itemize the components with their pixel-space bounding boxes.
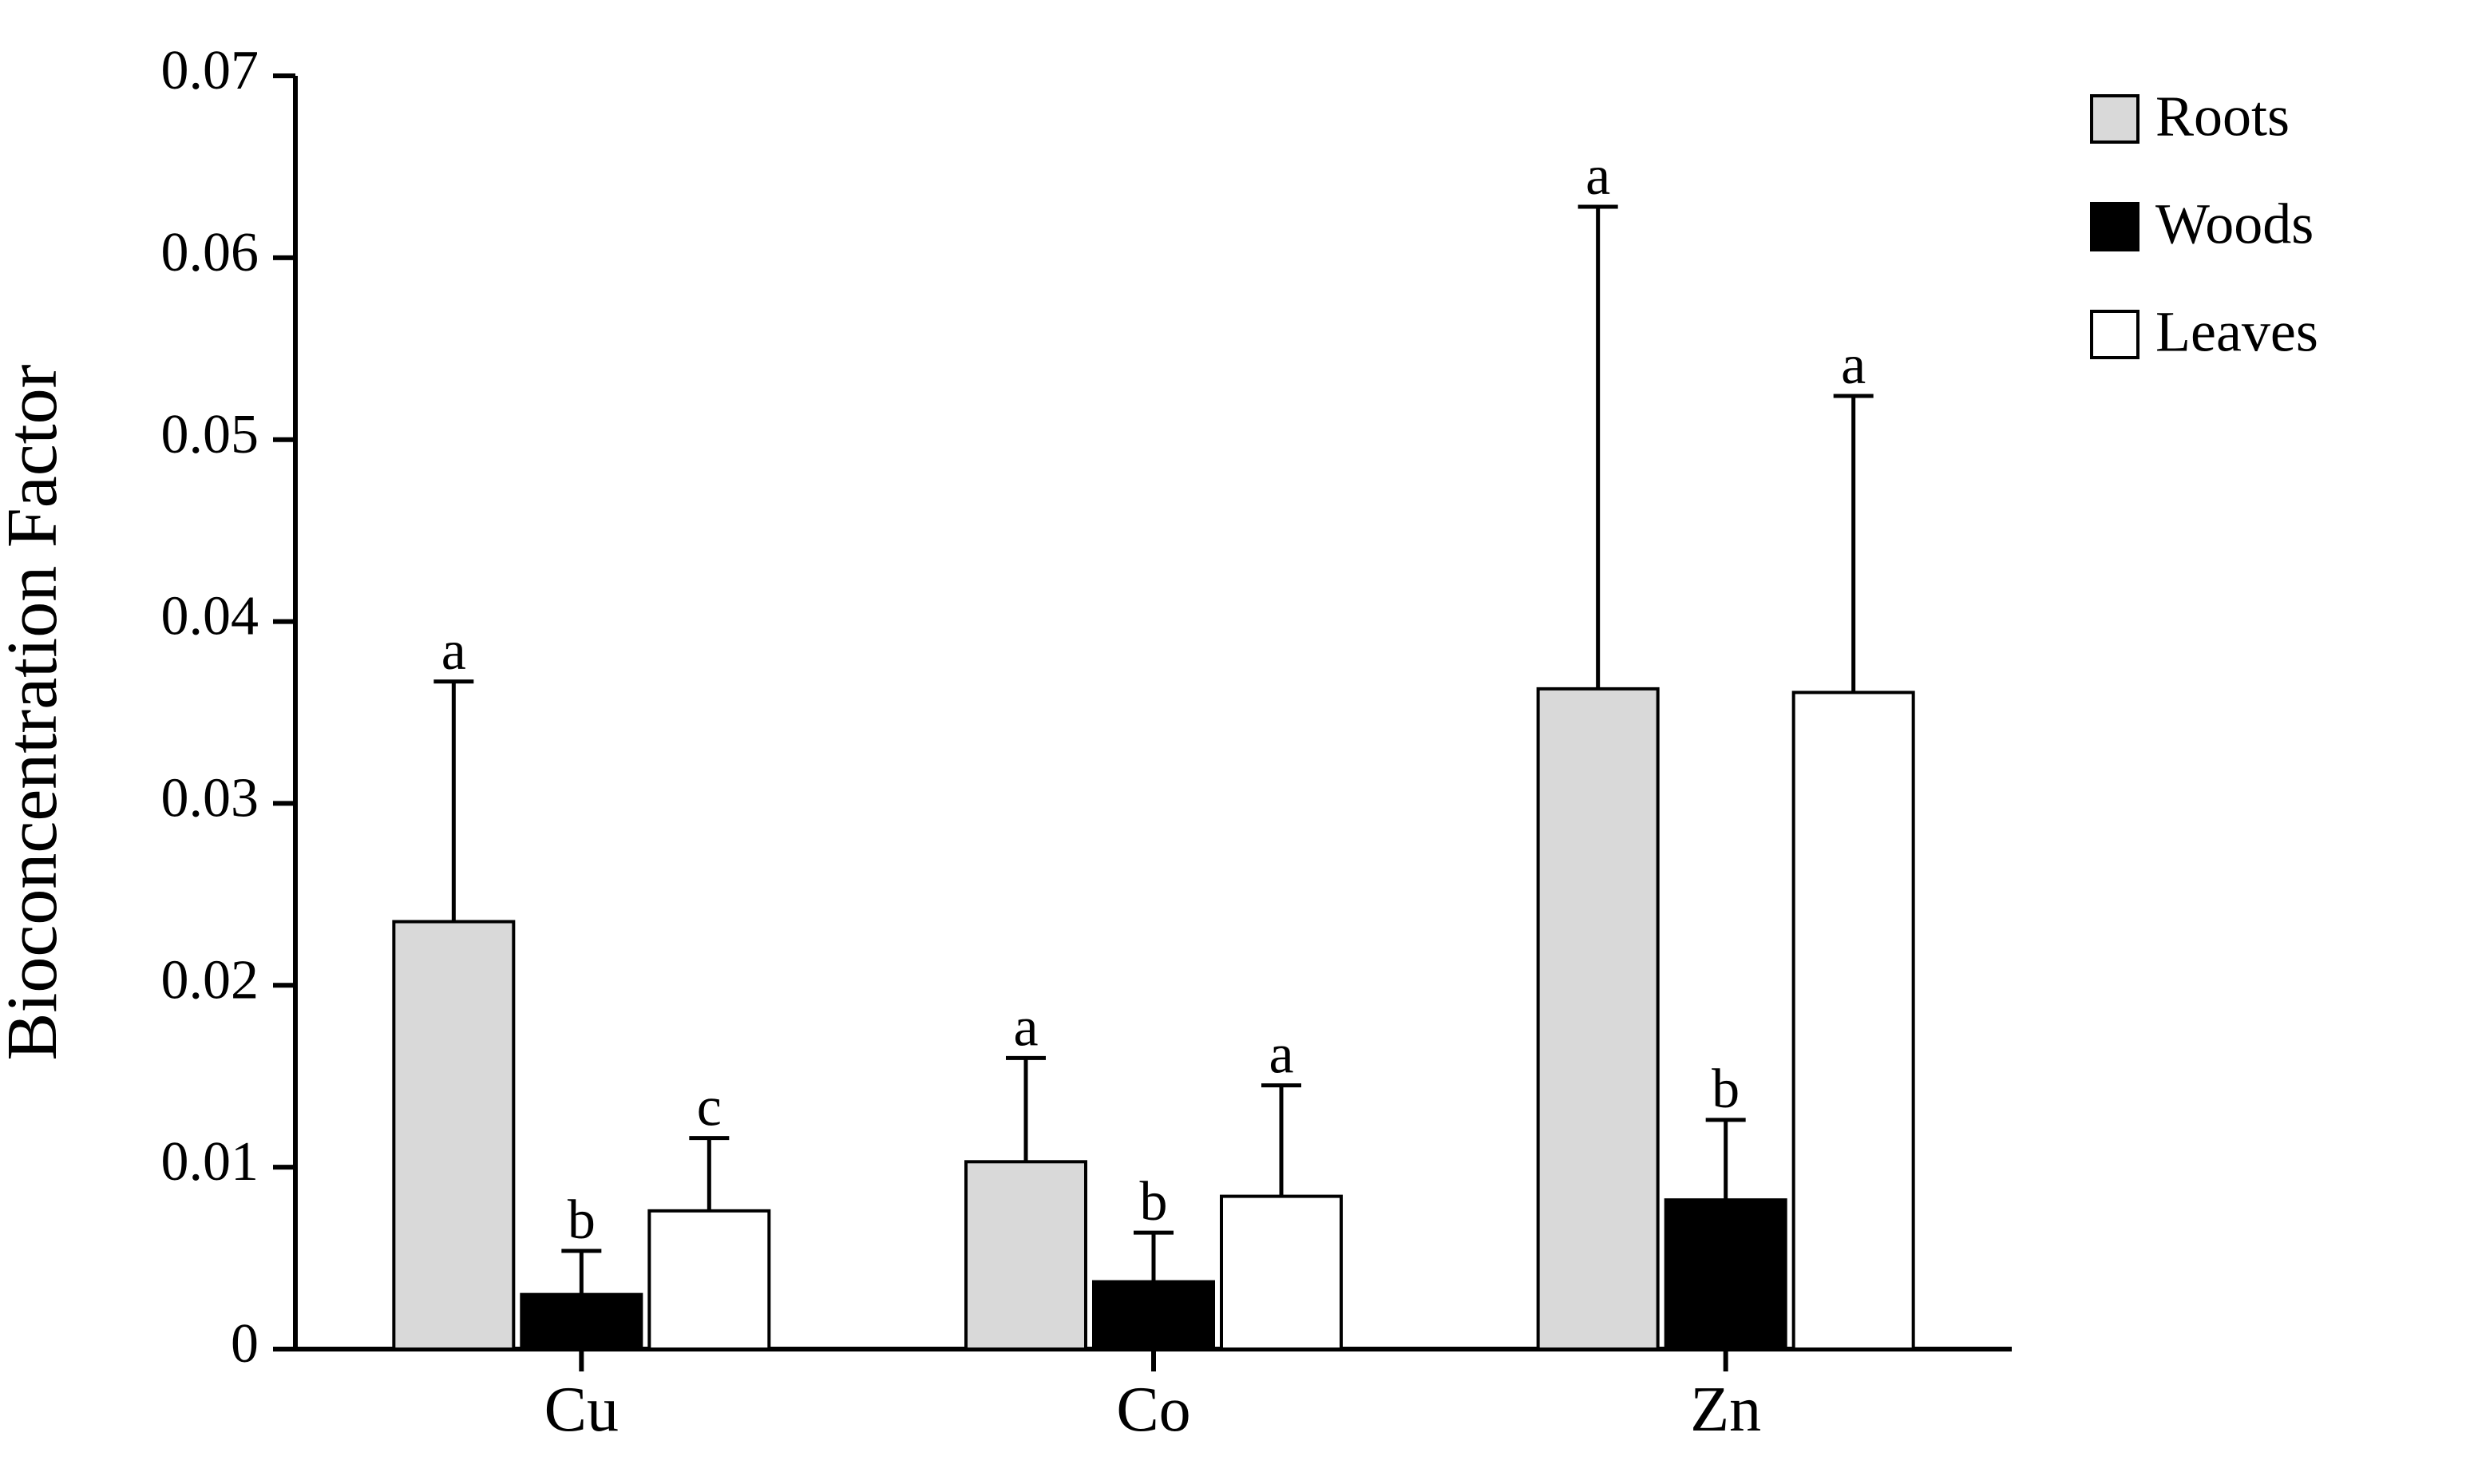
bar-label: b bbox=[1712, 1059, 1740, 1120]
y-tick-label: 0.06 bbox=[161, 222, 259, 283]
legend-swatch-woods bbox=[2092, 204, 2138, 250]
x-tick-label: Co bbox=[1116, 1375, 1190, 1445]
bioconcentration-chart: 0 0.01 0.02 0.03 0.04 0.05 0.06 0.07 Bioconcentr… bbox=[0, 0, 2470, 1484]
y-tick-label: 0.02 bbox=[161, 949, 259, 1011]
x-tick-label: Zn bbox=[1690, 1375, 1761, 1445]
bar-Cu-leaves bbox=[649, 1211, 769, 1349]
y-tick-label: 0.07 bbox=[161, 40, 259, 101]
legend-label: Roots bbox=[2155, 85, 2290, 148]
bar-label: a bbox=[1013, 996, 1038, 1058]
legend-swatch-roots bbox=[2092, 96, 2138, 142]
x-tick-label: Cu bbox=[544, 1375, 619, 1445]
bar-Co-leaves bbox=[1221, 1197, 1341, 1349]
y-tick-label: 0.05 bbox=[161, 404, 259, 465]
bar-label: a bbox=[441, 620, 466, 682]
y-tick-label: 0.01 bbox=[161, 1131, 259, 1193]
bar-label: b bbox=[568, 1189, 596, 1251]
bar-label: b bbox=[1140, 1171, 1168, 1233]
chart-svg: 0 0.01 0.02 0.03 0.04 0.05 0.06 0.07 Bioconcentr… bbox=[0, 0, 2470, 1484]
bar-label: c bbox=[697, 1077, 722, 1138]
bar-Zn-roots bbox=[1538, 689, 1658, 1349]
bar-label: a bbox=[1585, 145, 1610, 207]
bar-Zn-leaves bbox=[1794, 692, 1914, 1349]
y-tick-label: 0.04 bbox=[161, 586, 259, 647]
bar-label: a bbox=[1269, 1024, 1293, 1086]
y-tick-label: 0.03 bbox=[161, 767, 259, 829]
bar-Cu-roots bbox=[394, 922, 513, 1349]
bar-Co-roots bbox=[966, 1161, 1086, 1349]
legend-swatch-leaves bbox=[2092, 311, 2138, 358]
y-axis-title: Bioconcentration Factor bbox=[0, 364, 72, 1060]
bar-label: a bbox=[1841, 334, 1866, 396]
legend-label: Leaves bbox=[2155, 300, 2318, 364]
legend-label: Woods bbox=[2155, 192, 2314, 256]
bar-Co-woods bbox=[1094, 1282, 1213, 1349]
bar-Cu-woods bbox=[521, 1295, 641, 1349]
y-tick-label: 0 bbox=[231, 1313, 259, 1375]
bar-Zn-woods bbox=[1666, 1200, 1786, 1349]
